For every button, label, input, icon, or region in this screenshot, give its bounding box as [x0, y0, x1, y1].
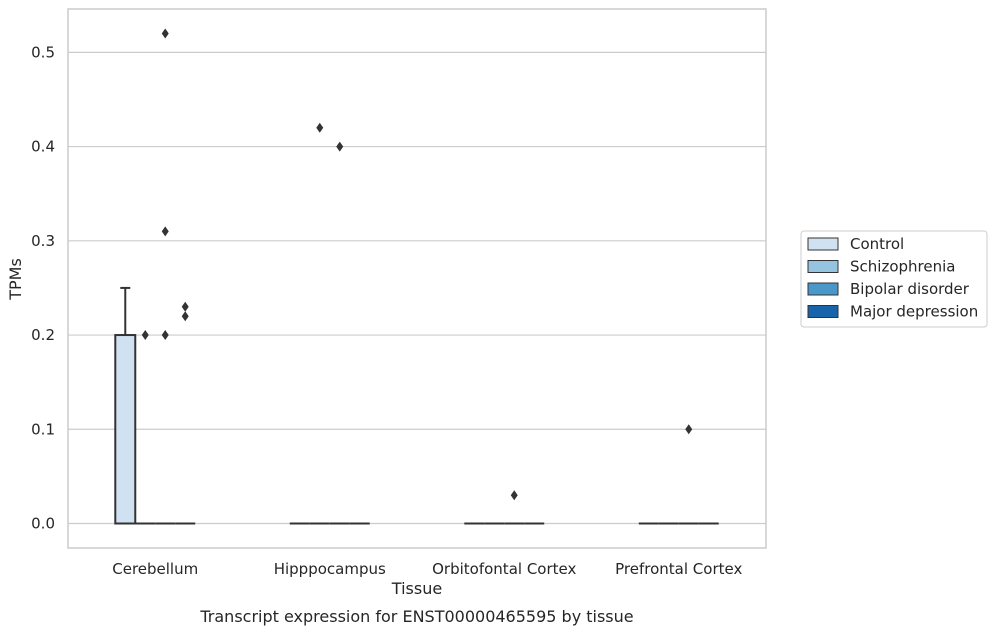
legend-swatch	[807, 282, 839, 296]
x-tick-label: Prefrontal Cortex	[615, 560, 742, 578]
legend-label: Control	[850, 235, 904, 253]
x-axis-ticks: Cerebellum Hipppocampus Orbitofontal Corte…	[112, 560, 742, 578]
x-tick-label: Orbitofontal Cortex	[432, 560, 576, 578]
outlier-point	[161, 330, 169, 341]
outlier-point	[161, 28, 169, 39]
legend-frame	[800, 230, 988, 328]
legend: Control Schizophrenia Bipolar disorder Majo…	[800, 230, 988, 328]
legend-swatch	[807, 305, 839, 318]
y-tick-label: 0.0	[31, 515, 55, 533]
outlier-point	[161, 226, 169, 237]
outlier-point	[181, 301, 189, 312]
legend-label: Major depression	[850, 303, 978, 321]
outlier-point	[336, 141, 344, 152]
legend-label: Bipolar disorder	[850, 280, 970, 298]
legend-swatch	[807, 237, 839, 251]
box-body	[114, 334, 137, 525]
y-tick-label: 0.1	[31, 420, 55, 438]
outlier-point	[316, 122, 324, 133]
y-tick-label: 0.3	[31, 232, 55, 250]
chart-caption: Transcript expression for ENST0000046559…	[199, 607, 633, 626]
y-tick-label: 0.5	[31, 43, 55, 61]
legend-swatch	[807, 260, 839, 273]
y-tick-label: 0.2	[31, 326, 55, 344]
y-tick-label: 0.4	[31, 138, 55, 156]
legend-label: Schizophrenia	[850, 258, 955, 276]
x-tick-label: Cerebellum	[112, 560, 198, 578]
x-axis-label: Tissue	[391, 579, 442, 598]
outlier-point	[685, 424, 693, 435]
box-plot-marks	[114, 28, 719, 525]
x-tick-label: Hipppocampus	[274, 560, 386, 578]
plot-frame	[67, 8, 767, 549]
grid-lines	[68, 51, 766, 525]
y-axis-label: TPMs	[6, 258, 25, 301]
y-axis-ticks: 0.0 0.1 0.2 0.3 0.4 0.5	[31, 43, 55, 532]
outlier-point	[181, 311, 189, 322]
outlier-point	[141, 330, 149, 341]
outlier-point	[510, 490, 518, 501]
